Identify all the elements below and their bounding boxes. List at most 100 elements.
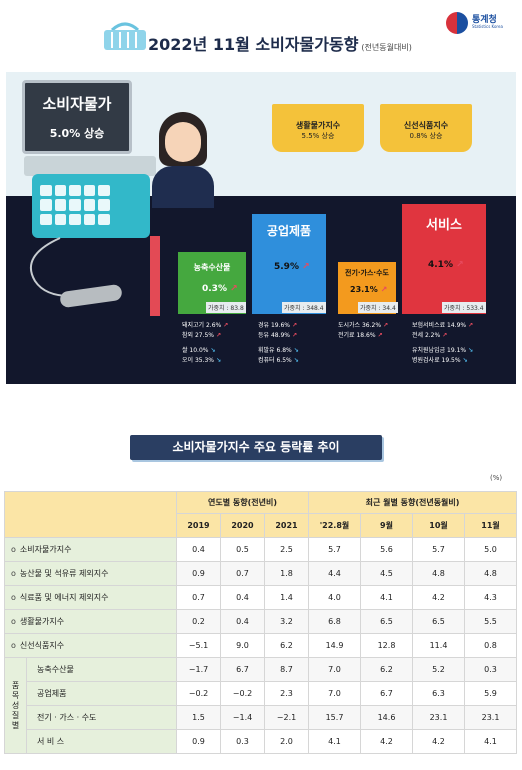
product-industrial-weight: 가중치 : 348.4: [282, 302, 326, 313]
bullet-icon: o: [11, 545, 16, 554]
bullet-icon: o: [11, 641, 16, 650]
table-row: o 생활물가지수 0.2 0.4 3.2 6.8 6.5 6.5 5.5: [4, 609, 518, 634]
register-screen: [24, 156, 156, 176]
product-services-item: 전세 2.2% ↗: [412, 332, 448, 339]
arrow-up-icon: ↗: [291, 322, 297, 329]
product-services: [402, 204, 486, 314]
table-cell: 23.1: [412, 705, 465, 730]
table-cell: 0.3: [220, 729, 265, 754]
product-agri-value: 0.3% ↗: [202, 284, 238, 294]
table-cell: 0.9: [176, 561, 221, 586]
table-cell: 23.1: [463, 705, 518, 730]
arrow-up-icon: ↗: [377, 332, 383, 339]
arrow-up-icon: ↗: [302, 262, 310, 272]
table-cell: 0.4: [220, 585, 265, 610]
table-cell: 0.9: [176, 729, 221, 754]
table-unit: (%): [490, 474, 503, 482]
product-services-weight: 가중치 : 533.4: [442, 302, 486, 313]
table-cell: 6.8: [308, 609, 361, 634]
statistics-korea-logo-icon: [446, 12, 468, 34]
product-industrial-item: 컴퓨터 6.5% ↘: [258, 357, 299, 364]
product-industrial-item: 경유 19.6% ↗: [258, 322, 297, 329]
table-cell: 0.2: [176, 609, 221, 634]
table-cell: −0.2: [176, 681, 221, 706]
table-cell: 15.7: [308, 705, 361, 730]
basket-living-value: 5.5% 상승: [301, 132, 335, 140]
table-cell: 6.2: [360, 657, 413, 682]
arrow-up-icon: ↗: [223, 322, 229, 329]
table-row: 품 목 성 질 별 농축수산물 −1.7 6.7 8.7 7.0 6.2 5.2 0.3: [4, 657, 518, 754]
table-column-header: 2021: [264, 513, 309, 538]
table-cell: 5.6: [360, 537, 413, 562]
table-cell: 6.2: [264, 633, 309, 658]
bullet-icon: o: [11, 617, 16, 626]
table-cell: 14.6: [360, 705, 413, 730]
table-column-header: 11월: [463, 513, 518, 538]
table-row: 공업제품 −0.2 −0.2 2.3 7.0 6.7 6.3 5.9: [5, 681, 518, 706]
product-utilities-item: 전기료 18.6% ↗: [338, 332, 383, 339]
table-cell: 5.9: [463, 681, 518, 706]
table-cell: −1.7: [176, 657, 221, 682]
table-cell: 4.2: [360, 729, 413, 754]
table-cell: 0.5: [220, 537, 265, 562]
living-goods-basket-icon: [272, 104, 364, 152]
table-row-label: 전기 · 가스 · 수도: [26, 705, 177, 730]
table-cell: 4.0: [308, 585, 361, 610]
table-cell: −0.2: [220, 681, 265, 706]
product-industrial-name: 공업제품: [266, 224, 312, 238]
table-header-monthly: 최근 월별 동향(전년동월비): [307, 491, 518, 514]
table-cell: 2.3: [264, 681, 309, 706]
table-column-header: 2019: [176, 513, 221, 538]
table-row: o 소비자물가지수 0.4 0.5 2.5 5.7 5.6 5.7 5.0: [4, 537, 518, 562]
arrow-up-icon: ↗: [468, 322, 474, 329]
table-cell: 2.5: [264, 537, 309, 562]
product-services-item: 보험서비스료 14.9% ↗: [412, 322, 474, 329]
table-cell: 0.8: [463, 633, 518, 658]
product-utilities-value: 23.1% ↗: [350, 285, 388, 294]
table-cell: 0.3: [463, 657, 518, 682]
arrow-up-icon: ↗: [215, 332, 221, 339]
table-cell: 4.8: [463, 561, 518, 586]
table-cell: 4.1: [463, 729, 518, 754]
table-cell: −5.1: [176, 633, 221, 658]
table-cell: 4.3: [463, 585, 518, 610]
table-row-label: 서 비 스: [26, 729, 177, 754]
stage-side-bar: [150, 236, 160, 316]
table-cell: 6.3: [412, 681, 465, 706]
table-cell: 3.2: [264, 609, 309, 634]
table-row-label: o 식료품 및 에너지 제외지수: [4, 585, 177, 610]
table-cell: −1.4: [220, 705, 265, 730]
table-row-label: 농축수산물: [26, 657, 177, 682]
page-title-main: 2022년 11월 소비자물가동향: [148, 35, 359, 54]
table-row: o 신선식품지수 −5.1 9.0 6.2 14.9 12.8 11.4 0.8: [4, 633, 518, 658]
table-cell: 12.8: [360, 633, 413, 658]
table-cell: 0.4: [220, 609, 265, 634]
table-column-header: 9월: [360, 513, 413, 538]
table-row: o 농산물 및 석유류 제외지수 0.9 0.7 1.8 4.4 4.5 4.8 4.8: [4, 561, 518, 586]
basket-fresh-value: 0.8% 상승: [409, 132, 443, 140]
table-cell: 5.2: [412, 657, 465, 682]
table-row: 전기 · 가스 · 수도 1.5 −1.4 −2.1 15.7 14.6 23.1 23.1: [5, 705, 518, 730]
basket-living: 생활물가지수 5.5% 상승: [272, 120, 364, 141]
table-column-header: 10월: [412, 513, 465, 538]
arrow-up-icon: ↗: [380, 285, 388, 294]
page-title: 2022년 11월 소비자물가동향 (전년동월대비): [148, 31, 412, 55]
arrow-down-icon: ↘: [210, 347, 216, 354]
product-utilities-item: 도시가스 36.2% ↗: [338, 322, 389, 329]
table-row-label: o 소비자물가지수: [4, 537, 177, 562]
arrow-down-icon: ↘: [215, 357, 221, 364]
product-services-item: 병원검사료 19.5% ↘: [412, 357, 468, 364]
table-cell: 4.1: [308, 729, 361, 754]
basket-living-name: 생활물가지수: [295, 121, 341, 130]
basket-fresh: 신선식품지수 0.8% 상승: [380, 120, 472, 141]
table-cell: 0.4: [176, 537, 221, 562]
table-header-corner: [4, 491, 177, 538]
product-services-item: 유치원납입금 19.1% ↘: [412, 347, 474, 354]
product-industrial-value: 5.9% ↗: [274, 262, 310, 272]
product-industrial: [252, 214, 326, 314]
cpi-board-title: 소비자물가: [42, 95, 112, 113]
table-cell: 0.7: [176, 585, 221, 610]
arrow-up-icon: ↗: [442, 332, 448, 339]
arrow-down-icon: ↘: [293, 357, 299, 364]
table-cell: 5.5: [463, 609, 518, 634]
